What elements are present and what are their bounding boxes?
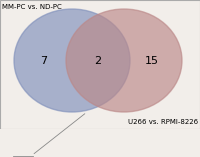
- Text: MM-PC vs. ND-PC: MM-PC vs. ND-PC: [2, 4, 62, 10]
- Ellipse shape: [66, 9, 182, 112]
- Text: 15: 15: [145, 56, 159, 65]
- Text: 7: 7: [40, 56, 48, 65]
- Text: HSPE1
TYMP: HSPE1 TYMP: [14, 114, 85, 157]
- Text: U266 vs. RPMI-8226: U266 vs. RPMI-8226: [128, 119, 198, 125]
- Ellipse shape: [14, 9, 130, 112]
- Text: 2: 2: [94, 56, 102, 65]
